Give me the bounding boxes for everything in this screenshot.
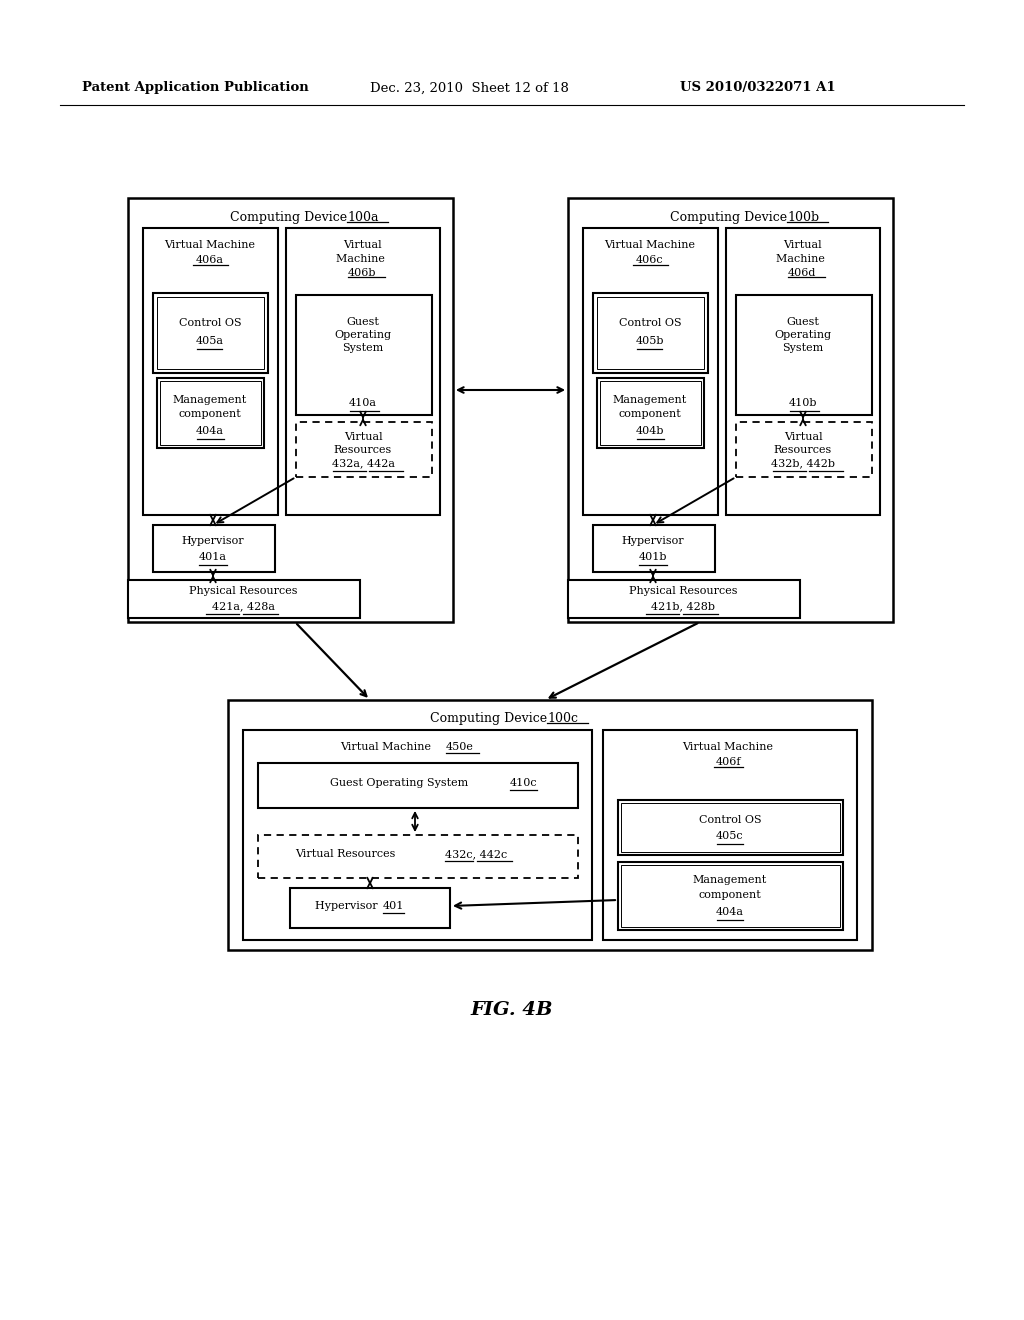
Text: Virtual Machine: Virtual Machine: [604, 240, 695, 249]
Text: 404b: 404b: [636, 426, 665, 436]
Text: Guest
Operating
System: Guest Operating System: [335, 317, 391, 352]
Text: Management: Management: [613, 395, 687, 405]
Bar: [593, 525, 715, 572]
Text: 100b: 100b: [787, 211, 819, 224]
Bar: [603, 730, 857, 940]
Text: Virtual: Virtual: [344, 432, 382, 442]
Text: 406b: 406b: [348, 268, 376, 279]
Text: 404a: 404a: [196, 426, 224, 436]
Bar: [296, 294, 432, 414]
Text: Computing Device: Computing Device: [430, 711, 551, 725]
Bar: [286, 228, 440, 515]
Bar: [160, 381, 261, 445]
Text: Virtual Machine: Virtual Machine: [165, 240, 256, 249]
Text: 406c: 406c: [636, 255, 664, 265]
Text: 401: 401: [383, 902, 404, 911]
Text: Guest
Operating
System: Guest Operating System: [774, 317, 831, 352]
Bar: [258, 763, 578, 808]
Text: Control OS: Control OS: [178, 318, 242, 327]
Bar: [621, 803, 840, 851]
Text: Hypervisor: Hypervisor: [315, 902, 381, 911]
Text: 100a: 100a: [347, 211, 379, 224]
Text: 410a: 410a: [349, 399, 377, 408]
Bar: [128, 579, 360, 618]
Bar: [153, 293, 268, 374]
Text: US 2010/0322071 A1: US 2010/0322071 A1: [680, 82, 836, 95]
Text: 406a: 406a: [196, 255, 224, 265]
Text: component: component: [178, 409, 242, 418]
Text: 421b, 428b: 421b, 428b: [651, 601, 715, 611]
Text: 405c: 405c: [716, 832, 743, 841]
Text: Dec. 23, 2010  Sheet 12 of 18: Dec. 23, 2010 Sheet 12 of 18: [370, 82, 569, 95]
Bar: [618, 800, 843, 855]
Text: 405b: 405b: [636, 337, 665, 346]
Text: Patent Application Publication: Patent Application Publication: [82, 82, 309, 95]
Bar: [597, 378, 705, 447]
Bar: [258, 836, 578, 878]
Bar: [597, 297, 705, 370]
Bar: [736, 422, 872, 477]
Text: 406d: 406d: [787, 268, 816, 279]
Text: Virtual: Virtual: [783, 432, 822, 442]
Bar: [243, 730, 592, 940]
Text: Guest Operating System: Guest Operating System: [330, 777, 472, 788]
Text: Hypervisor: Hypervisor: [622, 536, 684, 546]
Text: 410b: 410b: [788, 399, 817, 408]
Bar: [736, 294, 872, 414]
Text: 421a, 428a: 421a, 428a: [212, 601, 274, 611]
Text: 432c, 442c: 432c, 442c: [445, 849, 507, 859]
Bar: [600, 381, 701, 445]
Bar: [296, 422, 432, 477]
Text: 401b: 401b: [639, 552, 668, 562]
Text: Physical Resources: Physical Resources: [188, 586, 297, 597]
Text: component: component: [698, 890, 762, 900]
Bar: [228, 700, 872, 950]
Text: Virtual: Virtual: [782, 240, 821, 249]
Text: 450e: 450e: [446, 742, 474, 752]
Bar: [128, 198, 453, 622]
Text: Virtual Machine: Virtual Machine: [340, 742, 434, 752]
Text: component: component: [618, 409, 681, 418]
Text: 432a, 442a: 432a, 442a: [332, 458, 394, 469]
Text: Virtual: Virtual: [343, 240, 381, 249]
Text: Management: Management: [173, 395, 247, 405]
Text: Hypervisor: Hypervisor: [181, 536, 245, 546]
Text: Control OS: Control OS: [698, 814, 761, 825]
Bar: [153, 525, 275, 572]
Bar: [593, 293, 708, 374]
Bar: [157, 378, 264, 447]
Text: 432b, 442b: 432b, 442b: [771, 458, 835, 469]
Text: Computing Device: Computing Device: [670, 211, 792, 224]
Text: Computing Device: Computing Device: [230, 211, 351, 224]
Text: Machine: Machine: [336, 253, 388, 264]
Text: Resources: Resources: [334, 445, 392, 455]
Text: 406f: 406f: [715, 756, 740, 767]
Text: 405a: 405a: [196, 337, 224, 346]
Text: Control OS: Control OS: [618, 318, 681, 327]
Bar: [568, 579, 800, 618]
Text: Resources: Resources: [774, 445, 833, 455]
Text: 401a: 401a: [199, 552, 227, 562]
Text: Machine: Machine: [776, 253, 828, 264]
Text: 100c: 100c: [547, 711, 578, 725]
Bar: [157, 297, 264, 370]
Text: 404a: 404a: [716, 907, 744, 917]
Text: Virtual Machine: Virtual Machine: [683, 742, 773, 752]
Text: FIG. 4B: FIG. 4B: [471, 1001, 553, 1019]
Bar: [621, 865, 840, 927]
Bar: [583, 228, 718, 515]
Text: Management: Management: [693, 875, 767, 884]
Bar: [143, 228, 278, 515]
Bar: [290, 888, 450, 928]
Text: Physical Resources: Physical Resources: [629, 586, 737, 597]
Text: 410c: 410c: [510, 777, 538, 788]
Bar: [726, 228, 880, 515]
Bar: [618, 862, 843, 931]
Text: Virtual Resources: Virtual Resources: [295, 849, 399, 859]
Bar: [568, 198, 893, 622]
